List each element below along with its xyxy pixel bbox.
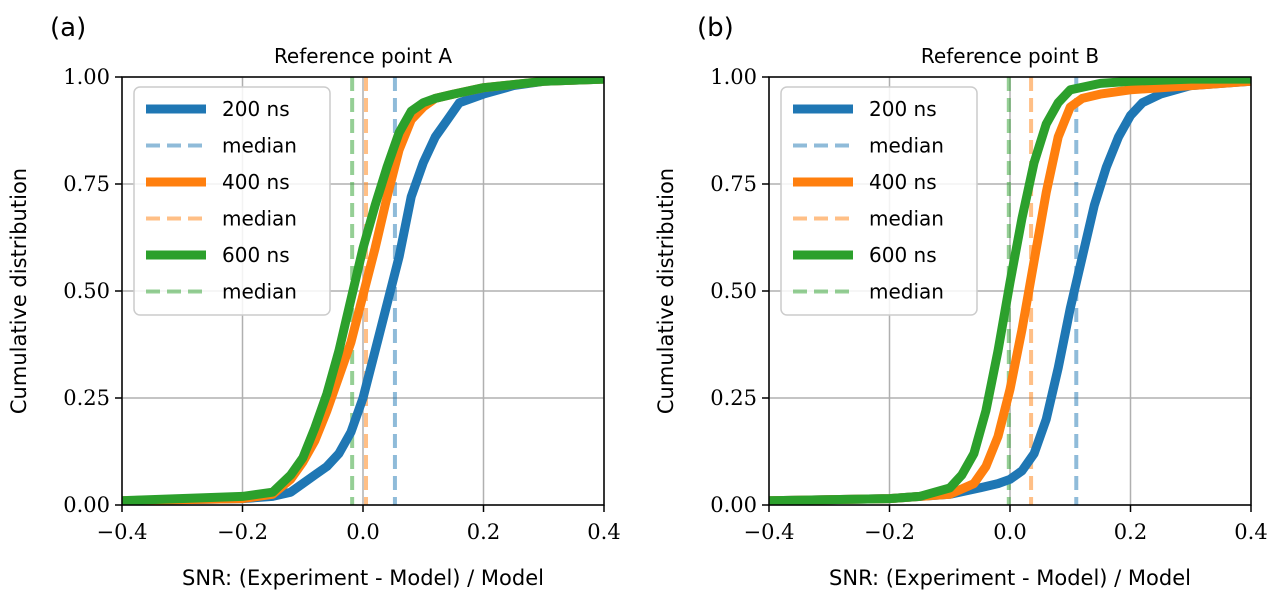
y-tick-label: 0.00 (710, 493, 757, 517)
legend-label: 200 ns (869, 97, 937, 121)
y-tick-label: 0.75 (710, 172, 757, 196)
y-tick-label: 1.00 (710, 65, 757, 89)
legend-label: 400 ns (869, 170, 937, 194)
chart-title: Reference point A (274, 44, 452, 68)
legend-label: median (222, 207, 297, 231)
x-axis-label: SNR: (Experiment - Model) / Model (829, 566, 1191, 590)
legend-label: median (869, 280, 944, 304)
y-axis-label: Cumulative distribution (7, 168, 31, 414)
legend-label: median (869, 134, 944, 158)
y-tick-label: 0.50 (710, 279, 757, 303)
legend-label: 400 ns (222, 170, 290, 194)
y-tick-label: 0.25 (63, 386, 110, 410)
legend: 200 ns median 400 ns median 600 ns median (780, 86, 978, 316)
chart-panel-a: −0.4 −0.2 0.0 0.2 0.4 0.00 0.25 0.50 0.75 1.00 Ref… (7, 13, 621, 590)
x-tick-label: 0.0 (993, 520, 1026, 544)
y-tick-label: 0.50 (63, 279, 110, 303)
x-tick-label: −0.4 (744, 520, 795, 544)
series-line-200-ns (769, 77, 1251, 505)
x-tick-label: 0.2 (467, 520, 500, 544)
x-tick-label: −0.2 (864, 520, 915, 544)
legend-label: 600 ns (869, 243, 937, 267)
chart-panel-b: −0.4 −0.2 0.0 0.2 0.4 0.00 0.25 0.50 0.75 1.00 Ref… (654, 13, 1268, 590)
legend-label: 200 ns (222, 97, 290, 121)
legend: 200 ns median 400 ns median 600 ns median (133, 86, 331, 316)
x-tick-label: 0.4 (1234, 520, 1267, 544)
series-line-400-ns (769, 77, 1251, 505)
x-tick-label: 0.0 (346, 520, 379, 544)
y-tick-label: 1.00 (63, 65, 110, 89)
legend-label: 600 ns (222, 243, 290, 267)
legend-label: median (222, 134, 297, 158)
series-line-600-ns (769, 77, 1251, 505)
legend-label: median (222, 280, 297, 304)
series-line-600-ns (122, 77, 604, 505)
x-tick-label: −0.2 (217, 520, 268, 544)
y-tick-label: 0.25 (710, 386, 757, 410)
x-tick-label: −0.4 (97, 520, 148, 544)
y-axis-label: Cumulative distribution (654, 168, 678, 414)
x-tick-label: 0.2 (1114, 520, 1147, 544)
panel-label: (b) (697, 13, 734, 43)
series-line-200-ns (122, 77, 604, 505)
x-tick-label: 0.4 (587, 520, 620, 544)
panel-label: (a) (50, 13, 86, 43)
y-tick-label: 0.75 (63, 172, 110, 196)
y-tick-label: 0.00 (63, 493, 110, 517)
legend-label: median (869, 207, 944, 231)
x-axis-label: SNR: (Experiment - Model) / Model (182, 566, 544, 590)
chart-title: Reference point B (921, 44, 1099, 68)
